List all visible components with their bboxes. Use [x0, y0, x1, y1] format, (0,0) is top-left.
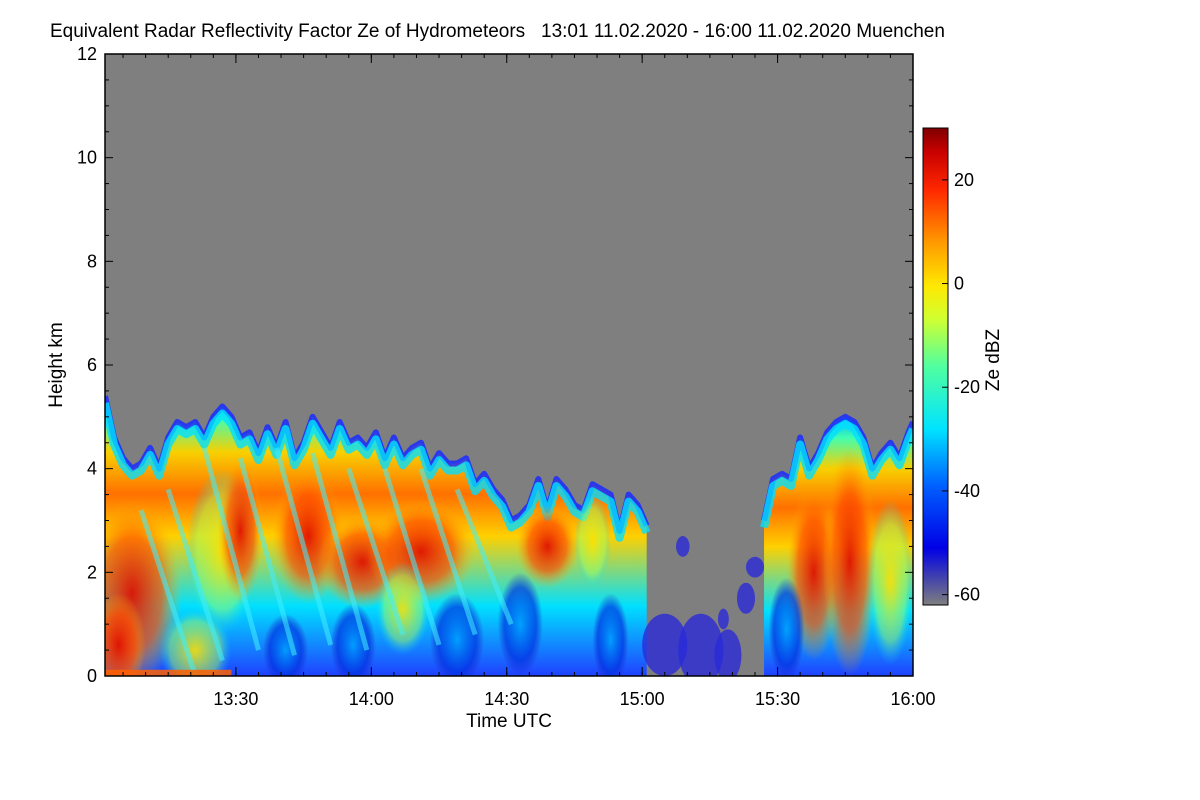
echo-core — [497, 572, 543, 676]
echo-core — [574, 494, 611, 588]
y-axis: 0 2 4 6 8 10 12 — [77, 44, 913, 686]
y-axis-title: Height km — [46, 322, 67, 408]
fall-streak — [346, 467, 406, 636]
echo-core — [330, 603, 376, 676]
y-tick-label: 0 — [87, 666, 97, 686]
x-tick-label: 15:00 — [620, 689, 665, 709]
fall-streak — [201, 447, 261, 651]
echo-core — [105, 593, 146, 676]
echo-top-fringe-2-inner — [760, 419, 913, 529]
echo-core — [515, 504, 579, 588]
echo-top-fringe-1-inner — [105, 402, 651, 542]
x-tick-label: 14:00 — [349, 689, 394, 709]
x-axis-title: Time UTC — [466, 711, 552, 732]
colorbar-ticks: 20 0 -20 -40 -60 — [942, 170, 980, 605]
fall-streak — [274, 447, 334, 646]
y-tick-label: 10 — [77, 148, 97, 168]
fall-streak — [238, 457, 297, 656]
weak-echo — [745, 556, 765, 578]
weak-echo — [642, 613, 688, 676]
colorbar-tick-label: 20 — [954, 170, 974, 190]
y-tick-label: 6 — [87, 355, 97, 375]
chart-title: Equivalent Radar Reflectivity Factor Ze … — [50, 21, 945, 42]
weak-echo — [714, 629, 742, 676]
colorbar-tick-label: -60 — [954, 585, 980, 605]
echo-core — [768, 577, 805, 676]
fall-streak — [418, 467, 478, 636]
fall-streak — [454, 488, 514, 626]
x-axis: 13:30 14:00 14:30 15:00 15:30 16:00 — [122, 54, 936, 709]
colorbar — [922, 127, 949, 606]
echo-layer — [105, 395, 913, 676]
colorbar-tick-label: 0 — [954, 274, 964, 294]
fall-streak — [165, 488, 225, 662]
weak-echo — [717, 608, 729, 630]
echo-core — [262, 613, 309, 676]
x-tick-label: 14:30 — [484, 689, 529, 709]
echo-core — [822, 447, 877, 676]
x-tick-label: 16:00 — [890, 689, 935, 709]
y-tick-label: 12 — [77, 44, 97, 64]
weak-echo — [736, 582, 756, 614]
weak-echo — [676, 536, 690, 557]
x-tick-label: 15:30 — [755, 689, 800, 709]
echo-top-fringe-1 — [105, 395, 650, 534]
echo-core — [867, 499, 913, 666]
colorbar-title: Ze dBZ — [983, 328, 1004, 391]
fall-streak — [382, 467, 442, 646]
echo-core — [592, 593, 629, 676]
fall-streak — [310, 452, 370, 651]
colorbar-tick-label: -20 — [954, 377, 980, 397]
y-tick-label: 4 — [87, 459, 97, 479]
fall-streak — [138, 509, 198, 676]
colorbar-tick-label: -40 — [954, 481, 980, 501]
y-tick-label: 2 — [87, 562, 97, 582]
weak-echo — [678, 613, 724, 676]
y-tick-label: 8 — [87, 251, 97, 271]
x-tick-label: 13:30 — [213, 689, 258, 709]
